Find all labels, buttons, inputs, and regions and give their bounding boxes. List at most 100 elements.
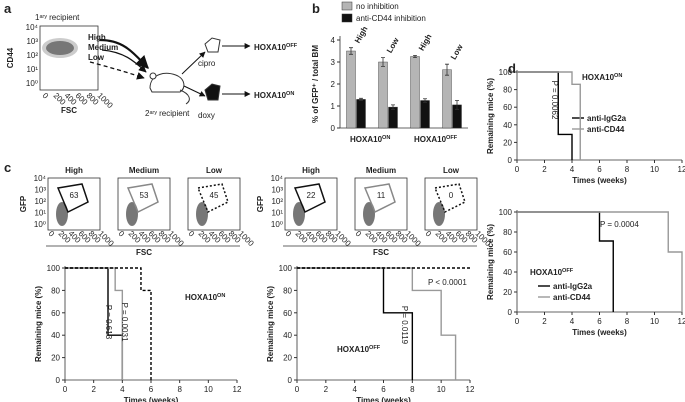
gene-name: HOXA10: [530, 268, 563, 277]
recipient-label: 1ᵃʳʸ recipient: [35, 13, 80, 22]
x-tick-label: 4: [570, 165, 575, 174]
gate: [56, 183, 89, 214]
x-tick-label: 10: [650, 317, 659, 326]
y-tick-label: 10³: [26, 37, 38, 46]
bar: [410, 56, 420, 129]
y-tick-label: 10⁰: [271, 220, 283, 229]
gene-label: HOXA10OFF: [530, 268, 574, 277]
y-tick-label: 2: [331, 80, 336, 89]
bar: [442, 69, 452, 129]
gene-state: OFF: [562, 268, 574, 274]
legend-label: no inhibition: [356, 2, 399, 11]
x-tick-label: 12: [466, 385, 475, 394]
x-tick-label: 2: [91, 385, 96, 394]
y-tick-label: 100: [279, 264, 293, 273]
flow-frame: [117, 177, 171, 231]
gate: [433, 183, 466, 214]
y-axis-label: Remaining mice (%): [34, 286, 43, 362]
flow-title: Medium: [366, 166, 396, 175]
gene-label: HOXA10OFF: [337, 345, 381, 354]
y-tick-label: 0: [288, 376, 293, 385]
gate: [293, 183, 326, 214]
x-tick-label: 0: [354, 229, 364, 239]
p-value: P = 0.0062: [550, 81, 559, 120]
legend-label: anti-CD44: [587, 125, 625, 134]
arrow: [89, 61, 145, 80]
cell-cloud: [363, 202, 375, 226]
legend-label: anti-IgG2a: [587, 114, 627, 123]
flow-title: Medium: [129, 166, 159, 175]
x-tick-label: 2: [542, 165, 547, 174]
schematic-art: [39, 25, 251, 105]
flow-frame: [47, 177, 101, 231]
gene-name: HOXA10: [254, 91, 287, 100]
y-tick-label: 0: [56, 376, 61, 385]
y-tick-label: 0: [508, 308, 513, 317]
y-tick-label: 40: [283, 331, 292, 340]
gate-value: 22: [307, 191, 316, 200]
y-tick-label: 40: [503, 268, 512, 277]
gate: [363, 183, 396, 214]
error-bar: [445, 63, 449, 76]
x-tick-label: 12: [678, 317, 685, 326]
p-value: P = 0.0004: [600, 220, 639, 229]
x-tick-label: 8: [177, 385, 182, 394]
x-tick-label: 0: [63, 385, 68, 394]
y-tick-label: 10¹: [34, 209, 46, 218]
gene-name: HOXA10: [337, 345, 370, 354]
survival-curve: [517, 71, 581, 160]
error-bar: [391, 104, 395, 110]
x-tick-label: 10: [650, 165, 659, 174]
legend-label: anti-IgG2a: [553, 282, 593, 291]
error-bar: [381, 57, 385, 67]
y-tick-label: 10⁰: [34, 220, 46, 229]
gate-value: 63: [70, 191, 79, 200]
p-value: P < 0.0001: [428, 278, 467, 287]
p-value: P = 0.0119: [400, 306, 409, 345]
flow-title: High: [65, 166, 83, 175]
arrow: [101, 49, 147, 73]
p-value: P = 0.613: [104, 305, 113, 340]
error-bar: [423, 98, 427, 103]
bar: [356, 99, 366, 129]
mouse-ear: [149, 72, 157, 80]
y-tick-label: 100: [499, 208, 513, 217]
bar: [420, 100, 430, 129]
y-axis-label: GFP: [256, 195, 265, 212]
y-tick-label: 60: [503, 248, 512, 257]
gene-state: ON: [614, 73, 622, 79]
x-tick-label: 0: [284, 229, 294, 239]
gate-value: 11: [377, 191, 386, 200]
error-bar: [359, 97, 363, 101]
y-tick-label: 80: [503, 86, 512, 95]
x-tick-label: 0: [424, 229, 434, 239]
gate: [126, 183, 159, 214]
gene-label: HOXA10OFF: [414, 135, 458, 144]
x-tick-label: 0: [515, 317, 520, 326]
x-tick-label: 4: [352, 385, 357, 394]
x-axis-label: Times (weeks): [572, 328, 627, 337]
flow-title: Low: [443, 166, 460, 175]
y-tick-label: 20: [283, 354, 292, 363]
x-tick-label: 4: [120, 385, 125, 394]
gate-label: Low: [88, 53, 105, 62]
bar: [346, 50, 356, 129]
gene-state: ON: [217, 293, 225, 299]
gene-label: HOXA10OFF: [254, 43, 298, 52]
y-tick-label: 3: [331, 58, 336, 67]
flow-title: High: [302, 166, 320, 175]
survival-curve: [65, 267, 152, 380]
x-axis-label: FSC: [373, 248, 389, 257]
panel-label: d: [508, 61, 516, 76]
y-tick-label: 10²: [34, 197, 46, 206]
y-axis-label: Remaining mice (%): [486, 224, 495, 300]
x-tick-label: 6: [149, 385, 154, 394]
x-tick-label: 0: [515, 165, 520, 174]
error-bar: [413, 55, 417, 58]
flow-frame: [187, 177, 241, 231]
category-label: High: [417, 32, 434, 52]
survival-curve: [65, 267, 124, 380]
x-tick-label: 0: [41, 91, 51, 101]
arrow: [181, 51, 206, 75]
